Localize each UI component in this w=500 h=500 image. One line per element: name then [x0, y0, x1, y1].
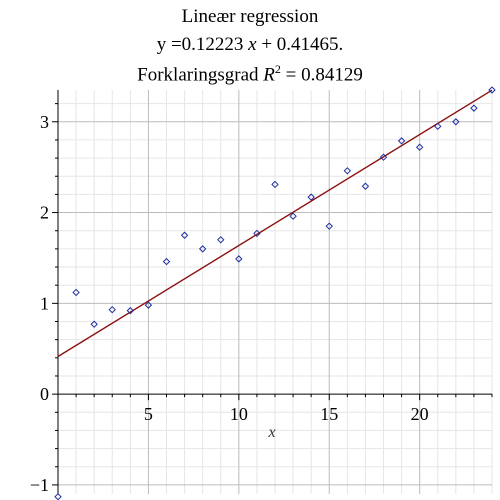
- data-point: [343, 167, 352, 175]
- data-point: [235, 255, 243, 263]
- annotation-suffix: = 0.84129: [285, 64, 363, 86]
- data-point: [90, 320, 98, 328]
- y-tick-label: −1: [30, 475, 49, 495]
- tick-labels: 5 10 15 20 −1 0 1 2 3: [30, 112, 429, 495]
- data-point: [307, 193, 315, 201]
- data-point: [361, 182, 370, 190]
- annotation-variable: R: [263, 64, 275, 86]
- y-tick-label: 3: [40, 112, 49, 132]
- data-point: [144, 301, 153, 309]
- data-point: [289, 212, 297, 220]
- annotation-exponent: 2: [274, 62, 281, 76]
- annotation-prefix: Forklaringsgrad: [137, 64, 259, 86]
- regression-line-group: [57, 89, 493, 358]
- data-point: [54, 493, 62, 500]
- axes: [52, 90, 493, 494]
- chart-annotation: Forklaringsgrad R2 = 0.84129: [0, 62, 500, 86]
- grid-lines: [58, 90, 493, 494]
- data-point: [470, 104, 478, 112]
- data-point: [180, 231, 189, 239]
- regression-line: [57, 89, 493, 358]
- data-point: [397, 137, 406, 145]
- data-point: [379, 153, 388, 161]
- equation-suffix: + 0.41465.: [261, 34, 344, 55]
- data-point: [126, 306, 135, 315]
- y-tick-label: 1: [40, 293, 49, 313]
- y-tick-label: 0: [40, 384, 49, 404]
- y-tick-label: 2: [40, 203, 49, 223]
- data-point: [108, 305, 116, 314]
- x-tick-label: 5: [144, 404, 153, 424]
- data-point: [162, 257, 171, 266]
- chart-title: Lineær regression: [181, 6, 319, 27]
- data-point: [253, 229, 261, 238]
- data-point: [217, 236, 225, 244]
- data-point: [452, 118, 460, 126]
- equation-variable: x: [248, 34, 257, 55]
- data-point: [198, 245, 207, 253]
- data-point: [488, 86, 496, 94]
- data-point: [72, 288, 80, 297]
- data-point: [325, 222, 333, 230]
- data-point: [271, 180, 279, 189]
- data-point: [415, 143, 424, 151]
- chart-subtitle: y =0.12223 x + 0.41465.: [0, 34, 500, 56]
- x-tick-label: 20: [411, 404, 429, 424]
- x-tick-label: 15: [320, 404, 338, 424]
- x-tick-label: 10: [230, 404, 248, 424]
- data-point: [434, 122, 442, 131]
- data-points: [54, 86, 496, 500]
- x-axis-label: x: [267, 424, 275, 441]
- equation-prefix: y =0.12223: [156, 34, 244, 55]
